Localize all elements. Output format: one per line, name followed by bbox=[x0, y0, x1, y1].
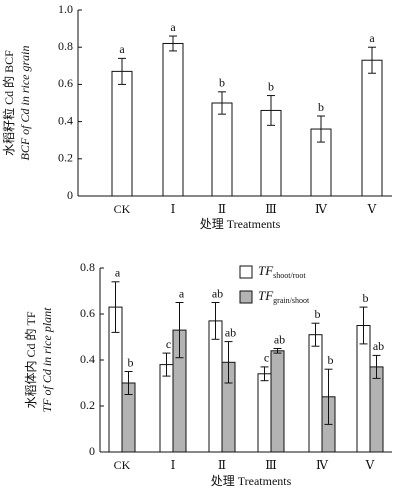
error-bar bbox=[211, 302, 220, 340]
x-tick-label: CK bbox=[114, 458, 131, 472]
legend-label: TFgrain/shoot bbox=[258, 288, 310, 305]
x-tick-label: Ⅱ bbox=[218, 202, 226, 216]
y-tick-label: 0.2 bbox=[80, 398, 95, 412]
significance-letter: c bbox=[166, 337, 171, 351]
bar bbox=[270, 350, 285, 453]
bar bbox=[361, 59, 383, 197]
x-tick-label: Ⅲ bbox=[265, 202, 277, 216]
error-bar bbox=[162, 352, 171, 377]
y-axis-label: BCF of Cd in rice grain bbox=[18, 46, 32, 161]
error-bar bbox=[169, 35, 177, 52]
bar bbox=[211, 102, 233, 197]
significance-letter: a bbox=[115, 266, 121, 280]
significance-letter: a bbox=[369, 31, 375, 45]
bar bbox=[111, 70, 133, 197]
y-tick-label: 0 bbox=[67, 188, 73, 202]
significance-letter: a bbox=[179, 286, 185, 300]
x-axis-label: 处理 Treatments bbox=[200, 217, 281, 231]
y-tick-label: 0.8 bbox=[58, 39, 73, 53]
legend-label: TFshoot/root bbox=[258, 263, 306, 280]
y-axis-label: 水稻体内 Cd 的 TF bbox=[23, 311, 38, 408]
bar bbox=[369, 366, 384, 453]
legend-swatch bbox=[239, 290, 253, 304]
legend-name: TF bbox=[258, 263, 274, 278]
error-bar bbox=[111, 281, 120, 333]
error-bar bbox=[359, 306, 368, 345]
bar bbox=[208, 320, 223, 453]
x-tick-label: Ⅰ bbox=[171, 458, 176, 472]
error-bar bbox=[224, 341, 233, 384]
significance-letter: b bbox=[318, 100, 324, 114]
y-tick-label: 0.4 bbox=[58, 113, 73, 127]
error-bar bbox=[175, 302, 184, 359]
y-tick-label: 0 bbox=[89, 444, 95, 458]
significance-letter: a bbox=[170, 20, 176, 34]
x-tick-label: CK bbox=[114, 202, 131, 216]
error-bar bbox=[118, 57, 126, 85]
y-tick-label: 0.8 bbox=[80, 260, 95, 274]
x-tick-label: Ⅲ bbox=[265, 458, 277, 472]
error-bar bbox=[267, 95, 275, 126]
y-tick-label: 0.4 bbox=[80, 352, 95, 366]
bar bbox=[356, 325, 371, 453]
error-bar bbox=[324, 368, 333, 425]
legend-subscript: shoot/root bbox=[273, 271, 306, 280]
error-bar bbox=[311, 322, 320, 347]
legend-subscript: grain/shoot bbox=[273, 296, 310, 305]
x-tick-label: Ⅰ bbox=[171, 202, 176, 216]
x-tick-label: Ⅳ bbox=[316, 458, 329, 472]
x-tick-label: Ⅱ bbox=[218, 458, 226, 472]
y-axis-label: 水稻籽粒 Cd 的 BCF bbox=[1, 50, 16, 156]
significance-letter: b bbox=[328, 353, 334, 367]
x-axis-label: 处理 Treatments bbox=[211, 474, 292, 488]
legend-swatch bbox=[239, 265, 253, 279]
bar bbox=[257, 373, 272, 453]
error-bar bbox=[368, 46, 376, 74]
significance-letter: ab bbox=[225, 325, 236, 339]
y-axis-label: TF of Cd in rice plant bbox=[40, 307, 54, 413]
error-bar bbox=[260, 366, 269, 382]
significance-letter: b bbox=[268, 79, 274, 93]
legend-name: TF bbox=[258, 288, 274, 303]
x-tick-label: Ⅴ bbox=[365, 458, 375, 472]
y-tick-label: 0.6 bbox=[80, 306, 95, 320]
significance-letter: b bbox=[315, 307, 321, 321]
bar bbox=[162, 42, 184, 197]
error-bar bbox=[218, 91, 226, 115]
x-tick-label: Ⅳ bbox=[315, 202, 328, 216]
significance-letter: b bbox=[128, 355, 134, 369]
error-bar bbox=[317, 115, 325, 143]
significance-letter: ab bbox=[274, 332, 285, 346]
significance-letter: ab bbox=[373, 339, 384, 353]
significance-letter: b bbox=[219, 76, 225, 90]
bar bbox=[159, 364, 174, 453]
significance-letter: a bbox=[119, 42, 125, 56]
y-tick-label: 0.2 bbox=[58, 151, 73, 165]
significance-letter: b bbox=[363, 291, 369, 305]
y-tick-label: 0.6 bbox=[58, 76, 73, 90]
significance-letter: ab bbox=[212, 286, 223, 300]
error-bar bbox=[273, 348, 282, 354]
x-tick-label: Ⅴ bbox=[367, 202, 377, 216]
y-tick-label: 1.0 bbox=[58, 2, 73, 16]
error-bar bbox=[124, 371, 133, 395]
bar bbox=[308, 334, 323, 453]
significance-letter: c bbox=[264, 351, 269, 365]
error-bar bbox=[372, 354, 381, 379]
